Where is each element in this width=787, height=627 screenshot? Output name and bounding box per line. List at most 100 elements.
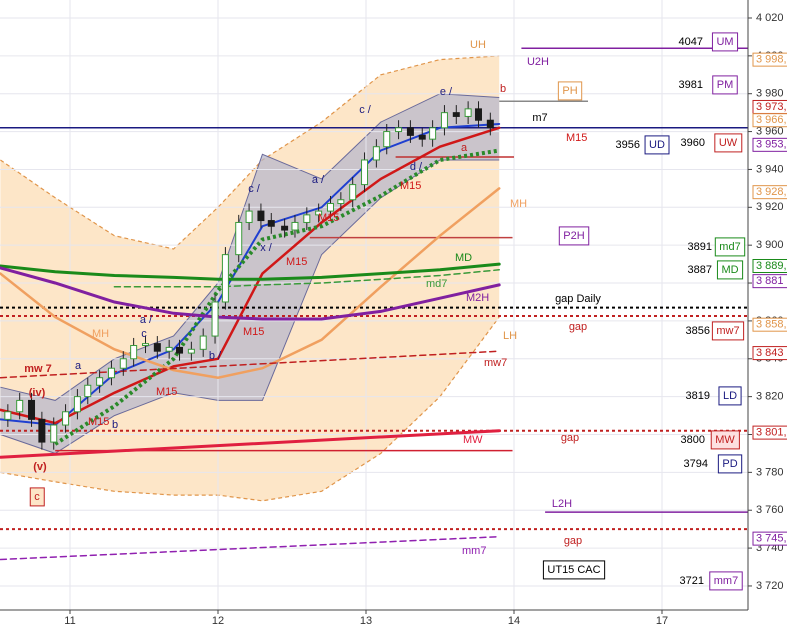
candle-body [337,199,345,205]
pivot-label: UD [649,139,665,151]
level-label-box [557,81,583,101]
pivot-value: 3887 [688,264,712,276]
annotation: c [34,491,40,503]
envelope-lower [0,316,500,502]
level-label-box [558,226,590,246]
candle-body [452,112,460,117]
candle-body [326,203,334,212]
x-tick-label: 12 [212,615,224,627]
indicator-line [0,266,501,321]
price-tag-label: 3 801, [756,427,787,439]
candle-body [395,127,403,133]
series-label: M2H [466,292,489,304]
y-tick-label: 4 020 [756,12,784,24]
candle-body [107,367,115,379]
series-label: MD [455,252,472,264]
pivot-label-box [644,135,670,155]
pivot-value: 3794 [684,458,708,470]
candle-body [50,424,58,443]
pivot-label: md7 [719,241,740,253]
annotation: c / [248,183,261,195]
x-tick-label: 17 [656,615,668,627]
pivot-value: 3891 [688,241,712,253]
annotation: c [141,328,147,340]
level-label: gap [564,535,582,547]
candle-body [153,343,161,352]
candle-body [221,254,229,303]
indicator-line [113,269,500,288]
annotation: a [461,142,468,154]
annotation-box [29,487,45,507]
indicator-line [54,148,500,446]
candle-body [38,418,46,443]
price-tag-label: 3 953, [756,139,787,151]
indicator-line [0,350,500,379]
pivot-label-box [709,571,743,591]
pivot-label-box [712,75,738,95]
candle-body [486,119,494,129]
pivot-label-box [711,321,745,341]
y-tick-label: 3 920 [756,201,784,213]
series-label: M15 [566,132,587,144]
pivot-value: 3819 [686,390,710,402]
candle-body [429,127,437,140]
candle-body [474,108,482,121]
price-tag [752,531,787,546]
price-tag-label: 3 889, [756,260,787,272]
price-tag-label: 3 881 [756,275,784,287]
series-label: mw7 [484,357,507,369]
pivot-value: 3800 [681,434,705,446]
pivot-label-box [716,260,744,280]
candle-body [235,221,243,256]
pivot-label: PD [722,458,737,470]
series-label: M15 [156,386,177,398]
y-tick-label: 3 760 [756,504,784,516]
x-tick-label: 13 [360,615,372,627]
candle-body [28,399,36,420]
envelope-upper [0,55,500,250]
price-tag [752,258,787,273]
level-label: U2H [527,56,549,68]
price-tag [752,113,787,128]
pivot-label: UW [719,137,738,149]
price-tag [752,317,787,332]
y-tick-label: 3 820 [756,391,784,403]
pivot-value: 3981 [679,79,703,91]
candle-body [464,108,472,117]
candle-body [257,210,265,222]
annotation: m7 [532,112,547,124]
series-label: MH [510,198,527,210]
price-tag-label: 3 973, [756,101,787,113]
series-label: MW [463,434,483,446]
y-tick-label: 3 720 [756,580,784,592]
candle-body [315,210,323,216]
candle-body [303,214,311,223]
annotation: mw 7 [24,363,52,375]
candle-body [16,399,24,413]
series-label: M15 [243,326,264,338]
envelope-label: UH [470,39,486,51]
annotation: UT15 CAC [547,564,600,576]
series-label: M15 [286,256,307,268]
price-tag [752,346,787,361]
candle-body [349,184,357,201]
candle-body [62,411,70,426]
price-tag-label: 3 858, [756,319,787,331]
candle-body [440,112,448,129]
y-tick-label: 3 900 [756,239,784,251]
pivot-label: mw7 [716,325,739,337]
series-label: M15 [400,180,421,192]
candle-body [418,134,426,140]
indicator-line [0,429,501,459]
series-label: M15 [318,212,339,224]
candle-body [130,345,138,360]
annotation: a / [312,174,325,186]
price-tag [752,185,787,200]
envelope-label: LH [503,330,517,342]
pivot-label-box [714,133,743,153]
series-label: md7 [426,278,447,290]
price-tag [752,137,787,152]
annotation: b [500,83,506,95]
annotation: b / [209,350,222,362]
price-tag-label: 3 966, [756,114,787,126]
